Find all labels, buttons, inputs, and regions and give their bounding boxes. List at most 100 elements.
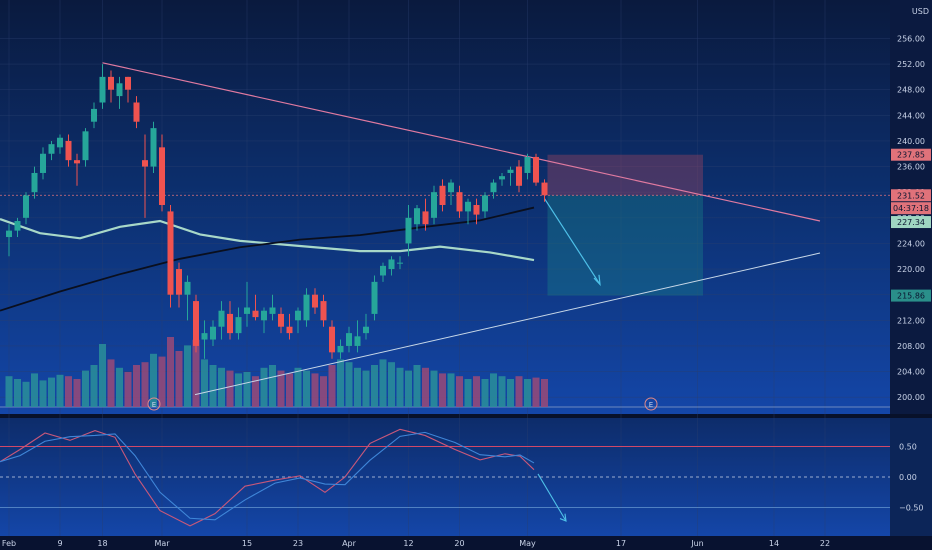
volume-bar [39, 380, 47, 407]
volume-bar [371, 365, 378, 407]
time-tick-label: 14 [769, 539, 779, 548]
candle-body [159, 147, 165, 205]
time-tick-label: 17 [616, 539, 626, 548]
candle-body [14, 221, 21, 231]
candle-body [312, 294, 318, 308]
candle-body [329, 326, 335, 353]
volume-bar [150, 353, 157, 407]
candle-body [116, 83, 123, 97]
volume-bar [243, 372, 251, 407]
time-axis-background[interactable] [0, 536, 932, 550]
candle-body [295, 310, 301, 321]
price-label-text: 237.85 [897, 151, 925, 160]
price-tick-label: 252.00 [897, 60, 925, 69]
volume-bar [158, 356, 166, 407]
volume-bar [337, 359, 344, 407]
candle-body [524, 156, 531, 173]
candle-body [91, 108, 97, 122]
candle-body [533, 156, 539, 183]
axes: 200.00204.00208.00212.00216.00220.00224.… [2, 34, 931, 548]
price-tick-label: 256.00 [897, 34, 925, 43]
volume-bar [65, 376, 72, 407]
candle-body [176, 269, 182, 295]
candle-body [269, 307, 276, 314]
oscillator-projection-arrowhead [559, 513, 567, 522]
volume-bar [507, 379, 514, 407]
time-tick-label: Feb [2, 539, 16, 548]
pane-separator[interactable] [0, 414, 932, 418]
earnings-marker [644, 397, 658, 411]
volume-bar [345, 362, 353, 407]
price-label-text: 231.52 [897, 191, 925, 200]
candle-body [482, 195, 488, 212]
candle-body [465, 201, 471, 212]
volume-bar [481, 379, 489, 407]
time-tick-label: Apr [342, 539, 357, 548]
volume-bar [31, 373, 38, 407]
volume-bar [48, 377, 55, 407]
candle-body [227, 313, 233, 334]
candle-body [278, 313, 284, 327]
volume-bar [362, 370, 370, 407]
price-label-box [891, 216, 931, 229]
candle-body [99, 76, 106, 103]
volume-bar [192, 339, 200, 407]
candle-body [150, 128, 157, 167]
price-tick-label: 208.00 [897, 342, 925, 351]
candle-body [65, 140, 72, 161]
volume-bar [303, 370, 310, 407]
volume-bar [260, 367, 268, 407]
price-tick-label: 204.00 [897, 368, 925, 377]
position-zones[interactable] [0, 154, 890, 296]
candle-body [244, 307, 250, 314]
candle-body [320, 301, 327, 321]
earnings-marker-label: E [152, 401, 156, 409]
candle-body [252, 310, 259, 318]
price-label-box [891, 289, 931, 302]
volume-bar [107, 359, 115, 407]
volume-bar [116, 367, 123, 407]
oscillator-axis-background[interactable] [890, 418, 932, 536]
oscillator: 0.50 0.00 −0.50 [0, 428, 924, 527]
time-tick-label: 20 [454, 539, 464, 548]
candle-body [235, 317, 242, 334]
volume-bar [226, 370, 234, 407]
moving-average-long [0, 206, 535, 312]
price-tick-label: 220.00 [897, 265, 925, 274]
candle-body [184, 281, 191, 295]
oscillator-signal-line [0, 428, 535, 527]
candle-body [490, 182, 497, 193]
volume-bar [430, 370, 438, 407]
volume-bars [5, 337, 548, 407]
price-tick-label: 248.00 [897, 86, 925, 95]
price-tick-label: 244.00 [897, 111, 925, 120]
time-tick-label: Jun [690, 539, 704, 548]
volume-bar [175, 351, 183, 407]
candles [6, 64, 548, 359]
candle-body [31, 172, 38, 193]
volume-bar [99, 344, 106, 407]
volume-bar [320, 376, 327, 407]
volume-bar [456, 376, 463, 407]
volume-bar [498, 376, 506, 407]
time-tick-label: May [519, 539, 536, 548]
moving-average-short [0, 218, 535, 262]
currency-label[interactable]: USD [912, 7, 929, 16]
volume-bar [5, 376, 13, 407]
trend-lines[interactable] [0, 62, 821, 396]
volume-bar [286, 373, 293, 407]
volume-bar [379, 359, 387, 407]
volume-bar [413, 365, 421, 407]
candle-body [48, 144, 55, 154]
volume-bar [14, 379, 21, 407]
candle-body [125, 76, 131, 90]
oscillator-projection-arrow [537, 473, 567, 522]
volume-bar [209, 365, 217, 407]
candle-body [23, 195, 29, 218]
volume-bar [252, 376, 259, 407]
earnings-marker [147, 397, 161, 411]
oscillator-tick-label: 0.00 [899, 473, 917, 482]
volume-bar [439, 373, 446, 407]
candle-body [516, 166, 522, 186]
